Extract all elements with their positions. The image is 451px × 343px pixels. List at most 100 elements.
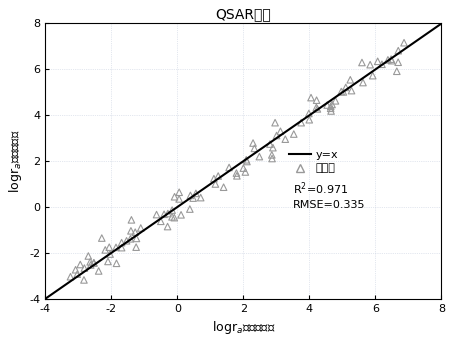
Point xyxy=(189,196,196,201)
Point xyxy=(312,97,319,103)
Text: RMSE=0.335: RMSE=0.335 xyxy=(292,200,365,210)
Point xyxy=(250,146,258,151)
Point xyxy=(87,262,94,268)
Text: R$^2$=0.971: R$^2$=0.971 xyxy=(292,180,347,197)
Point xyxy=(249,140,256,146)
Point xyxy=(346,77,353,83)
Point xyxy=(170,194,178,200)
Point xyxy=(272,133,280,138)
Point xyxy=(373,59,381,64)
Point xyxy=(214,173,221,179)
Point xyxy=(281,137,288,142)
Point xyxy=(168,214,175,220)
Point xyxy=(152,212,160,217)
Point xyxy=(337,89,344,94)
Point xyxy=(170,215,178,221)
Point xyxy=(327,104,334,109)
Point xyxy=(164,211,171,216)
Point xyxy=(67,274,74,280)
Point xyxy=(341,85,349,90)
Point xyxy=(225,165,232,170)
Point xyxy=(327,106,334,111)
Point xyxy=(339,89,346,95)
Point xyxy=(210,176,217,181)
Point xyxy=(95,268,102,274)
Point xyxy=(175,196,182,202)
Point xyxy=(84,253,92,259)
Point xyxy=(312,105,319,110)
Point xyxy=(192,191,199,196)
Point xyxy=(101,247,109,253)
Point xyxy=(323,102,330,108)
Point xyxy=(267,152,275,158)
Point xyxy=(112,245,120,250)
Point xyxy=(297,120,304,126)
Point xyxy=(118,245,125,250)
Point xyxy=(123,238,130,244)
Legend: y=x, 训练集: y=x, 训练集 xyxy=(288,150,337,174)
Point xyxy=(186,193,193,198)
Point xyxy=(400,40,407,46)
Point xyxy=(186,206,193,212)
Point xyxy=(113,261,120,266)
Point xyxy=(197,195,204,200)
Point xyxy=(305,117,312,122)
Point xyxy=(307,95,314,100)
Point xyxy=(392,69,400,74)
Point xyxy=(327,108,334,114)
Point xyxy=(255,154,262,159)
Point xyxy=(328,102,335,107)
Point xyxy=(276,129,283,134)
Point xyxy=(90,260,97,265)
Point xyxy=(387,56,394,62)
Point xyxy=(347,88,354,93)
Point xyxy=(233,173,240,179)
Point xyxy=(331,98,338,104)
Point xyxy=(177,212,184,217)
Point xyxy=(394,59,401,65)
Point xyxy=(90,260,97,266)
Point xyxy=(241,169,249,175)
Y-axis label: logr$_a$（预测值）: logr$_a$（预测值） xyxy=(7,129,24,193)
Point xyxy=(368,73,376,79)
Point xyxy=(394,48,401,54)
Point xyxy=(383,57,391,62)
Point xyxy=(118,240,125,245)
Point xyxy=(304,111,312,116)
Point xyxy=(72,267,79,272)
Point xyxy=(160,212,167,217)
Point xyxy=(168,208,175,213)
Point xyxy=(157,218,164,224)
Point xyxy=(74,271,81,277)
Point xyxy=(104,259,111,264)
Point xyxy=(126,236,133,241)
Point xyxy=(77,262,84,267)
Point xyxy=(164,224,171,229)
Point xyxy=(269,145,276,151)
Point xyxy=(133,236,140,241)
Point xyxy=(87,259,94,264)
Point xyxy=(268,156,275,161)
Point xyxy=(358,60,365,65)
Point xyxy=(81,265,88,271)
Point xyxy=(106,251,114,257)
Point xyxy=(313,106,320,112)
Point xyxy=(128,217,135,223)
Point xyxy=(106,245,113,250)
Point xyxy=(377,61,385,67)
Point xyxy=(290,131,297,137)
Point xyxy=(132,245,139,250)
Title: QSAR模型: QSAR模型 xyxy=(215,7,271,21)
Point xyxy=(266,141,273,147)
Point xyxy=(127,228,134,234)
Point xyxy=(220,185,227,190)
Point xyxy=(359,80,366,85)
Point xyxy=(242,157,249,163)
Point xyxy=(271,120,278,126)
Point xyxy=(98,235,105,241)
Point xyxy=(387,58,395,63)
Point xyxy=(232,170,239,176)
X-axis label: logr$_a$（实测值）: logr$_a$（实测值） xyxy=(211,319,275,336)
Point xyxy=(137,225,144,231)
Point xyxy=(243,159,250,164)
